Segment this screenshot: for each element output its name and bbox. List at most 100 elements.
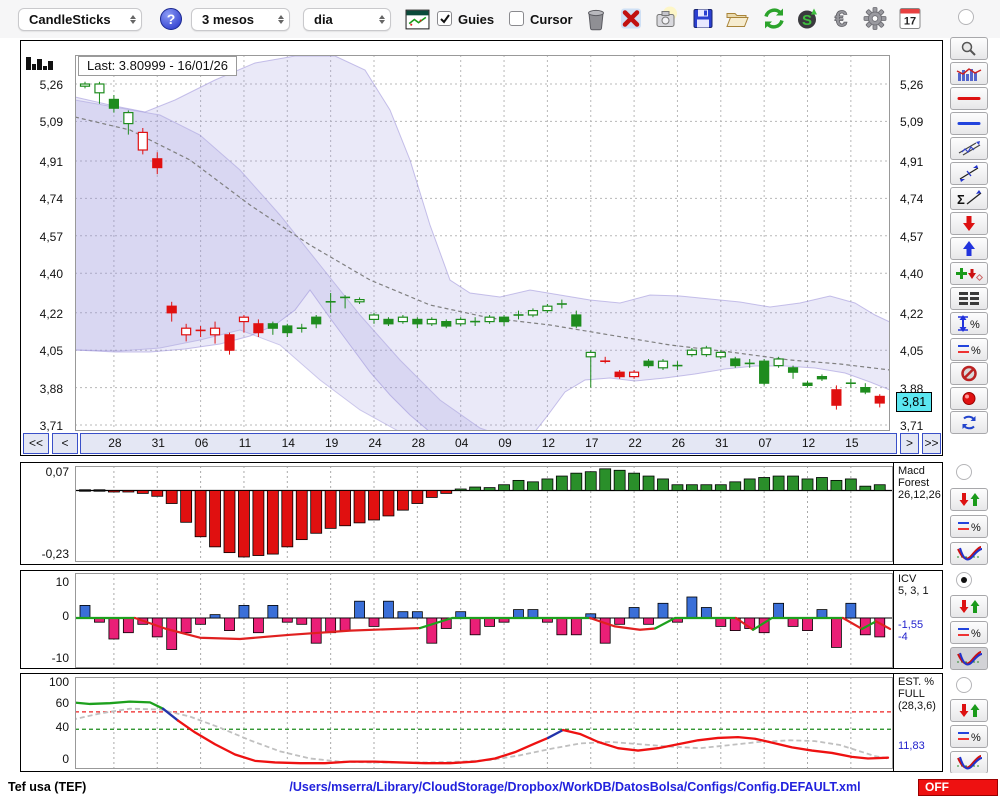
macd-bar xyxy=(773,476,784,490)
stoch-lines-percent-button[interactable]: % xyxy=(950,725,988,748)
candle-body xyxy=(268,324,277,328)
date-label: 26 xyxy=(667,436,689,450)
settings-button[interactable] xyxy=(862,5,888,32)
icv-bar xyxy=(803,618,813,631)
stoch-main-line xyxy=(548,730,563,738)
reload-button[interactable] xyxy=(950,411,988,434)
macd-bar xyxy=(672,485,683,491)
add-signal-button[interactable] xyxy=(950,262,988,285)
macd-bar xyxy=(643,476,654,490)
channel-tool-button[interactable] xyxy=(950,137,988,160)
delete-button[interactable] xyxy=(618,5,644,32)
candlestick-plot[interactable] xyxy=(75,55,890,431)
interval-select[interactable]: dia xyxy=(303,8,391,31)
icv-bar xyxy=(571,618,581,635)
macd-bar xyxy=(845,479,856,491)
last-price-label: Last: 3.80999 - 16/01/26 xyxy=(78,56,237,76)
icv-signal-arrows-button[interactable] xyxy=(950,595,988,618)
stoch-divider xyxy=(893,674,894,771)
measure-vertical-button[interactable]: % xyxy=(950,312,988,335)
measure-lines-button[interactable]: % xyxy=(950,338,988,361)
sync-button[interactable] xyxy=(761,5,787,32)
candle-body xyxy=(731,359,740,366)
macd-plot[interactable] xyxy=(75,466,893,562)
macd-curve-button[interactable] xyxy=(950,542,988,565)
chart-window-button[interactable] xyxy=(405,9,430,30)
date-label: 07 xyxy=(754,436,776,450)
date-label: 06 xyxy=(191,436,213,450)
date-label: 31 xyxy=(147,436,169,450)
icv-lines-percent-button[interactable]: % xyxy=(950,621,988,644)
macd-bar xyxy=(730,482,741,491)
disable-button[interactable] xyxy=(950,362,988,385)
nav-first-button[interactable]: << xyxy=(23,433,49,454)
stoch-axis-label: 40 xyxy=(29,720,69,734)
trendline-tool-button[interactable] xyxy=(950,162,988,185)
red-line-tool-button[interactable] xyxy=(950,87,988,110)
macd-bar xyxy=(340,491,351,526)
icv-plot[interactable] xyxy=(75,573,893,668)
indicator-chart-button[interactable] xyxy=(950,62,988,85)
lines-percent-icon: % xyxy=(954,341,984,358)
svg-text:S: S xyxy=(802,12,812,29)
snapshot-button[interactable] xyxy=(653,5,679,32)
stoch-signal-arrows-button[interactable] xyxy=(950,699,988,722)
camera-icon xyxy=(653,5,679,32)
off-toggle-button[interactable]: OFF xyxy=(918,779,998,796)
guies-checkbox[interactable] xyxy=(437,11,452,26)
stoch-radio[interactable] xyxy=(956,677,972,693)
save-button[interactable] xyxy=(690,5,716,32)
icv-bar xyxy=(557,618,567,635)
status-bar: Tef usa (TEF) /Users/mserra/Library/Clou… xyxy=(0,773,1000,800)
record-button[interactable] xyxy=(950,387,988,410)
nav-prev-button[interactable]: < xyxy=(52,433,78,454)
histogram-style-icon[interactable] xyxy=(25,54,55,79)
stoch-curve-button[interactable] xyxy=(950,751,988,774)
candle-body xyxy=(702,348,711,355)
macd-radio[interactable] xyxy=(956,464,972,480)
price-label: 4,74 xyxy=(23,192,63,206)
macd-signal-arrows-button[interactable] xyxy=(950,488,988,511)
period-select[interactable]: 3 mesos xyxy=(191,8,290,31)
undo-button[interactable]: S xyxy=(794,5,820,32)
open-button[interactable] xyxy=(724,5,750,32)
candle-body xyxy=(803,383,812,385)
sigma-trend-tool-button[interactable]: Σ xyxy=(950,187,988,210)
sell-arrow-button[interactable] xyxy=(950,212,988,235)
icv-bar xyxy=(326,618,336,633)
nav-next-button[interactable]: > xyxy=(900,433,919,454)
trash-button[interactable] xyxy=(583,5,609,32)
icv-bar xyxy=(181,618,191,633)
icv-panel: 10 0 -10 Indice Calidad Vela ICV 5, 3, 1… xyxy=(20,570,943,669)
icv-radio[interactable] xyxy=(956,572,972,588)
stoch-axis-label: 60 xyxy=(29,696,69,710)
candle-body xyxy=(789,368,798,372)
buy-arrow-button[interactable] xyxy=(950,237,988,260)
help-button[interactable]: ? xyxy=(160,8,182,30)
date-strip[interactable]: 283106111419242804091217222631071215 xyxy=(80,433,897,454)
stoch-main-line xyxy=(178,721,548,764)
candle-body xyxy=(182,328,191,335)
lines-percent-icon: % xyxy=(954,624,984,641)
blue-line-tool-button[interactable] xyxy=(950,112,988,135)
nav-last-button[interactable]: >> xyxy=(922,433,941,454)
candle-body xyxy=(774,359,783,366)
svg-text:€: € xyxy=(835,6,848,32)
icv-bar xyxy=(716,618,726,626)
date-label: 28 xyxy=(104,436,126,450)
macd-bar xyxy=(860,486,871,490)
macd-bar xyxy=(744,479,755,491)
chart-type-select[interactable]: CandleSticks xyxy=(18,8,142,31)
macd-lines-percent-button[interactable]: % xyxy=(950,515,988,538)
currency-button[interactable]: € xyxy=(828,5,854,32)
levels-button[interactable] xyxy=(950,287,988,310)
main-chart-radio[interactable] xyxy=(958,9,974,25)
icv-bar xyxy=(109,618,119,639)
stoch-plot[interactable] xyxy=(75,677,893,769)
cursor-checkbox[interactable] xyxy=(509,11,524,26)
price-label: 3,71 xyxy=(900,419,940,433)
lines-percent-icon: % xyxy=(954,518,984,535)
icv-curve-button[interactable] xyxy=(950,647,988,670)
zoom-tool-button[interactable] xyxy=(950,37,988,60)
calendar-button[interactable]: 17 xyxy=(897,5,923,32)
